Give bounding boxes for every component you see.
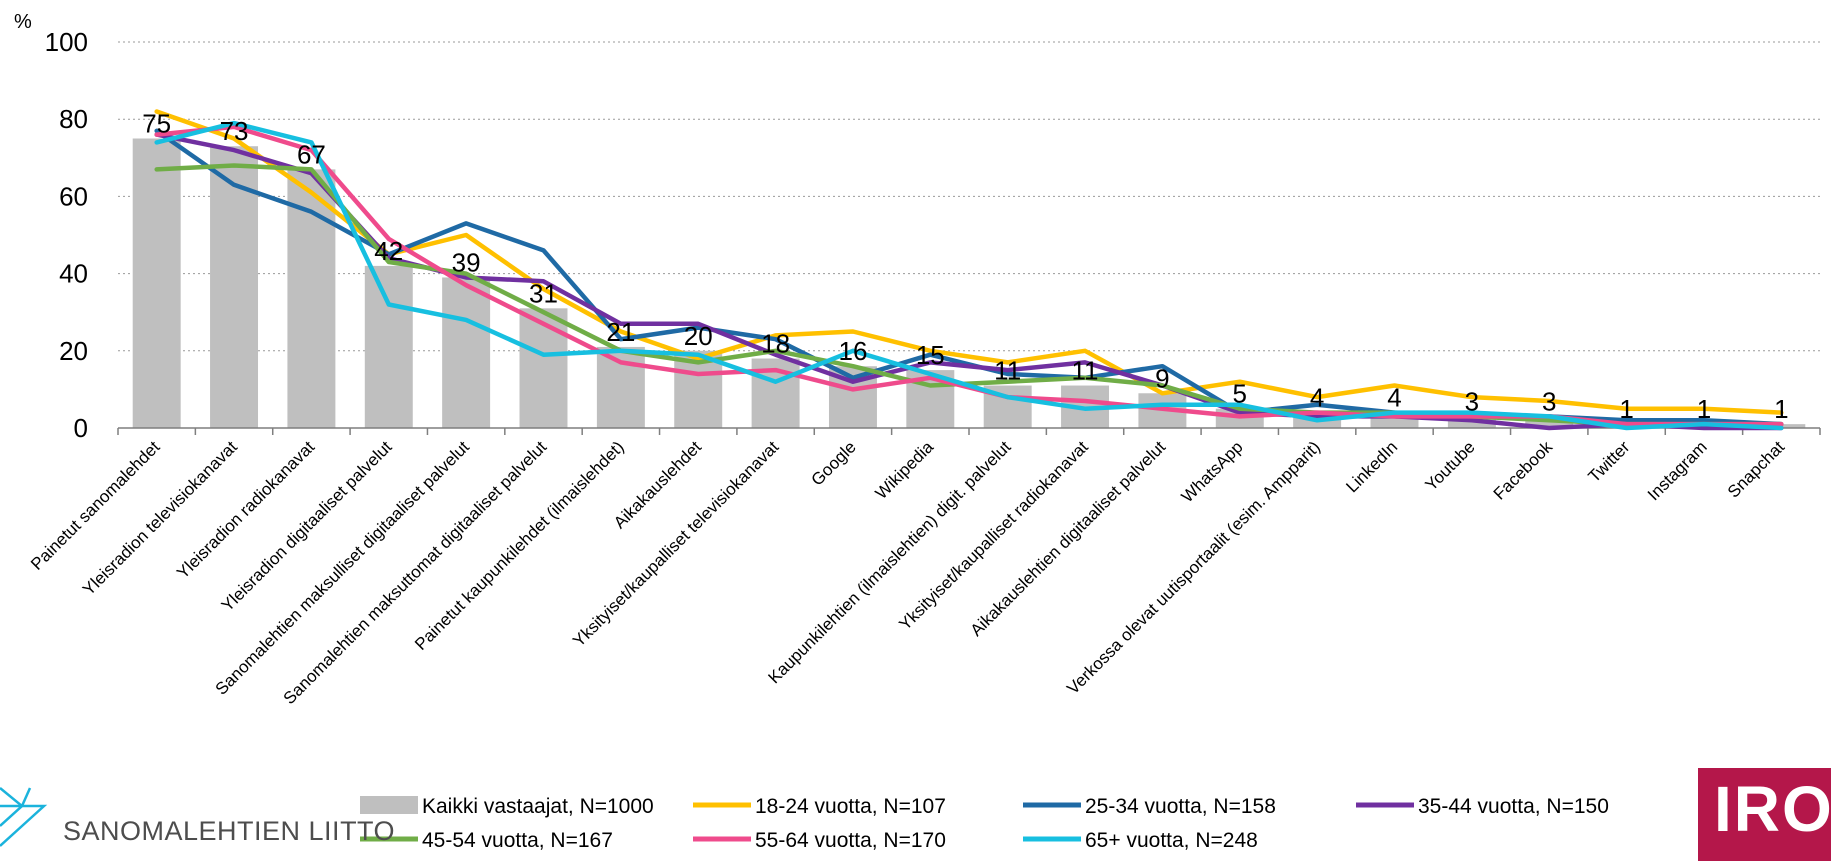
data-label: 16 <box>838 336 867 366</box>
y-tick-label: 40 <box>59 259 88 289</box>
data-label: 15 <box>916 340 945 370</box>
data-label: 1 <box>1774 394 1788 424</box>
data-label: 31 <box>529 278 558 308</box>
category-label: Twitter <box>1585 437 1634 486</box>
y-axis-ticks: 0 20 40 60 80 100 <box>45 27 88 443</box>
data-label: 67 <box>297 139 326 169</box>
category-label: Yleisradion digitaaliset palvelut <box>218 437 396 615</box>
data-label: 3 <box>1542 386 1556 416</box>
data-label: 75 <box>142 109 171 139</box>
category-label: Instagram <box>1644 437 1711 504</box>
legend-label: 45-54 vuotta, N=167 <box>422 829 613 852</box>
newspaper-association-logo-icon <box>0 787 48 847</box>
category-label: Snapchat <box>1724 437 1788 501</box>
line-series <box>154 109 1784 431</box>
y-tick-label: 20 <box>59 336 88 366</box>
category-label: Facebook <box>1490 437 1557 504</box>
legend-label: 25-34 vuotta, N=158 <box>1085 795 1276 818</box>
bar-3 <box>364 265 413 428</box>
data-label: 9 <box>1155 363 1169 393</box>
bar-6 <box>596 346 645 428</box>
y-tick-label: 100 <box>45 27 88 57</box>
y-tick-label: 0 <box>74 413 88 443</box>
legend-label: 18-24 vuotta, N=107 <box>755 795 946 818</box>
category-label: Google <box>808 437 860 489</box>
data-label: 18 <box>761 329 790 359</box>
bar-4 <box>442 277 491 428</box>
iro-logo-text: IRO <box>1714 773 1831 845</box>
data-label: 4 <box>1310 383 1324 413</box>
legend-swatch <box>360 796 418 814</box>
legend-label: 35-44 vuotta, N=150 <box>1418 795 1609 818</box>
bar-0 <box>132 138 181 428</box>
data-label: 11 <box>1072 356 1099 386</box>
data-label: 3 <box>1465 386 1479 416</box>
category-label: LinkedIn <box>1342 437 1401 496</box>
legend-label: 65+ vuotta, N=248 <box>1085 829 1258 852</box>
bar-series <box>132 138 1806 428</box>
data-label: 73 <box>220 116 249 146</box>
bar-1 <box>210 146 259 428</box>
data-label: 11 <box>994 356 1021 386</box>
category-label: Sanomalehtien maksuttomat digitaaliset p… <box>280 437 551 708</box>
category-label: Wikipedia <box>872 437 938 503</box>
sanomalehtien-liitto-logo: SANOMALEHTIEN LIITTO <box>0 770 420 861</box>
legend-label: Kaikki vastaajat, N=1000 <box>422 795 654 818</box>
category-label: Yleisradion televisiokanavat <box>79 437 241 599</box>
iro-logo: IRO <box>1698 768 1831 861</box>
data-label: 20 <box>684 321 713 351</box>
y-axis-unit-label: % <box>14 11 32 33</box>
category-label: Painetut sanomalehdet <box>27 437 164 574</box>
data-label: 1 <box>1619 394 1633 424</box>
y-tick-label: 60 <box>59 181 88 211</box>
data-label: 5 <box>1233 379 1247 409</box>
data-label: 4 <box>1387 383 1401 413</box>
data-label: 39 <box>452 247 481 277</box>
category-label: Youtube <box>1422 437 1479 494</box>
legend: Kaikki vastaajat, N=1000 18-24 vuotta, N=… <box>360 795 1609 852</box>
legend-label: 55-64 vuotta, N=170 <box>755 829 946 852</box>
data-label: 21 <box>606 317 635 347</box>
category-label: WhatsApp <box>1178 437 1247 506</box>
line-series-5 <box>154 120 1784 431</box>
brand-name: SANOMALEHTIEN LIITTO <box>63 816 396 846</box>
line-series-0 <box>154 109 1784 415</box>
category-label: Yleisradion radiokanavat <box>173 437 318 582</box>
gridlines <box>118 41 1820 352</box>
data-label: 42 <box>374 236 403 266</box>
bar-5 <box>519 308 568 428</box>
data-label: 1 <box>1697 394 1711 424</box>
y-tick-label: 80 <box>59 104 88 134</box>
